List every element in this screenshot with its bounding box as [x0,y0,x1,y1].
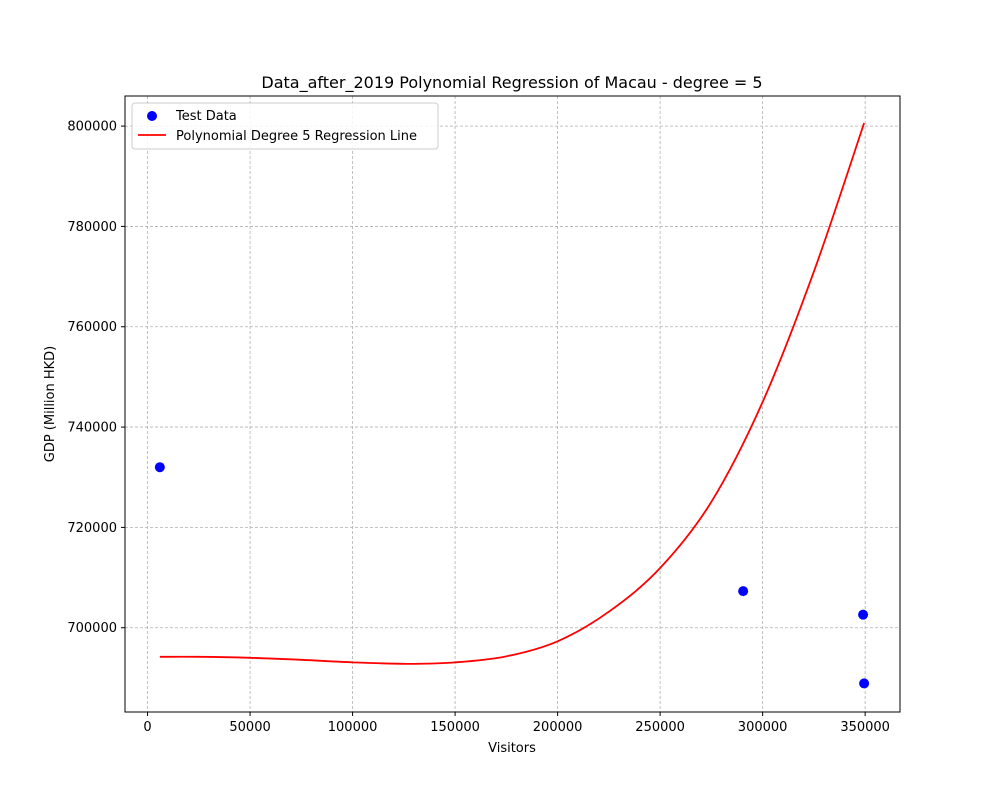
x-tick-label: 250000 [635,720,685,735]
x-tick-label: 0 [143,720,151,735]
x-tick-label: 100000 [328,720,378,735]
y-tick-label: 700000 [67,621,117,636]
scatter-point [738,586,749,597]
plot-frame [124,95,901,713]
x-tick-label: 350000 [840,720,890,735]
chart-title: Data_after_2019 Polynomial Regression of… [261,73,762,93]
scatter-point [858,609,869,620]
y-tick-label: 780000 [67,220,117,235]
x-tick-label: 300000 [738,720,788,735]
grid [125,96,900,712]
scatter-point [859,678,870,689]
x-tick-label: 200000 [533,720,583,735]
y-tick-label: 720000 [67,521,117,536]
regression-line [159,122,865,665]
x-tick-label: 50000 [229,720,270,735]
legend-box [131,102,439,150]
legend: Test Data Polynomial Degree 5 Regression… [131,102,439,150]
y-tick-label: 800000 [67,120,117,135]
x-tick-label: 150000 [430,720,480,735]
legend-label-test-data: Test Data [175,109,237,124]
scatter-point [154,462,165,473]
legend-label-regression-line: Polynomial Degree 5 Regression Line [176,129,417,144]
y-axis-label: GDP (Million HKD) [43,346,58,463]
y-tick-label: 760000 [67,320,117,335]
axis-ticks: 0 50000 100000 150000 200000 250000 300000 3500… [67,120,890,735]
x-axis-label: Visitors [488,741,536,756]
y-tick-label: 740000 [67,421,117,436]
legend-marker-test-data [147,111,157,121]
series-layer [154,122,870,689]
